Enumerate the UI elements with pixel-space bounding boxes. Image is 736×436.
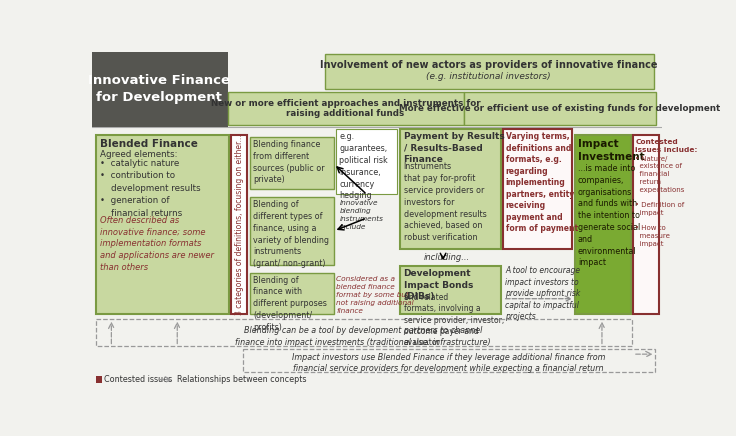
Text: and related
formats, involving a
service provider, investor,
outcome payer and
e: and related formats, involving a service… [403, 293, 504, 347]
Bar [503, 129, 573, 249]
Text: •  catalytic nature
•  contribution to
    development results
•  generation of
: • catalytic nature • contribution to dev… [100, 159, 200, 218]
Text: Impact
Investment: Impact Investment [578, 140, 645, 162]
Text: Innovative Finance
for Development: Innovative Finance for Development [88, 74, 230, 104]
Text: Innovative
blending
instruments
include: Innovative blending instruments include [340, 200, 384, 230]
Text: Blended Finance: Blended Finance [100, 140, 198, 149]
Text: 3 categories of definitions, focusing on either...: 3 categories of definitions, focusing on… [235, 134, 244, 315]
Bar [464, 92, 657, 126]
Bar [250, 137, 334, 189]
Text: Agreed elements:: Agreed elements: [100, 150, 177, 159]
Bar [325, 54, 654, 89]
Text: A tool to encourage
impact investors to
provide upfront risk
capital to impactfu: A tool to encourage impact investors to … [505, 266, 580, 321]
Bar [243, 349, 656, 372]
Text: (e.g. institutional investors): (e.g. institutional investors) [426, 72, 551, 81]
Text: Often described as
innovative finance; some
implementation formats
and applicati: Often described as innovative finance; s… [100, 215, 213, 272]
Bar [227, 92, 464, 126]
Bar [96, 136, 229, 314]
Bar [250, 197, 334, 265]
Text: Relationships between concepts: Relationships between concepts [177, 375, 307, 384]
Text: Involvement of new actors as providers of innovative finance: Involvement of new actors as providers o… [320, 61, 657, 70]
Text: Blending can be a tool by development partners to channel
finance into impact in: Blending can be a tool by development pa… [236, 327, 491, 347]
Text: Blending of
finance with
different purposes
(development/
profits): Blending of finance with different purpo… [253, 276, 327, 332]
Text: New or more efficient approaches and instruments for
raising additional funds: New or more efficient approaches and ins… [210, 99, 480, 118]
Text: Impact investors use Blended Finance if they leverage additional finance from
fi: Impact investors use Blended Finance if … [291, 353, 605, 373]
Text: ...is made into
companies,
organisations
and funds with
the intention to
generat: ...is made into companies, organisations… [578, 164, 640, 267]
Text: Payment by Results
/ Results-Based
Finance: Payment by Results / Results-Based Finan… [403, 133, 504, 164]
Bar [400, 129, 501, 249]
Text: Development
Impact Bonds
(DIBs): Development Impact Bonds (DIBs) [403, 269, 473, 301]
Text: • Nature/
  existence of
  financial
  return
  expectations

• Definition of
  : • Nature/ existence of financial return … [635, 156, 684, 247]
Bar [232, 136, 247, 314]
Bar [96, 319, 632, 347]
Bar [575, 136, 631, 314]
Bar [400, 266, 501, 314]
Bar [250, 272, 334, 314]
Text: Blending of
different types of
finance, using a
variety of blending
instruments
: Blending of different types of finance, … [253, 200, 329, 268]
Text: e.g.
guarantees,
political risk
insurance,
currency
hedging: e.g. guarantees, political risk insuranc… [339, 133, 388, 201]
Bar [92, 52, 227, 127]
Text: More effective or efficient use of existing funds for development: More effective or efficient use of exist… [400, 104, 721, 113]
Text: Contested issues: Contested issues [105, 375, 173, 384]
Bar [96, 377, 102, 383]
Text: Instruments
that pay for-profit
service providers or
investors for
development r: Instruments that pay for-profit service … [403, 163, 486, 242]
Text: Blending finance
from different
sources (public or
private): Blending finance from different sources … [253, 140, 325, 184]
Text: including...: including... [424, 252, 470, 262]
Bar [336, 129, 397, 194]
Text: Varying terms,
definitions and
formats, e.g.
regarding
implementing
partners, en: Varying terms, definitions and formats, … [506, 133, 578, 233]
Text: Considered as a
blended finance
format by some but
not raising additional
financ: Considered as a blended finance format b… [336, 276, 414, 314]
Bar [633, 136, 659, 314]
Text: Contested
issues include:: Contested issues include: [635, 140, 698, 153]
